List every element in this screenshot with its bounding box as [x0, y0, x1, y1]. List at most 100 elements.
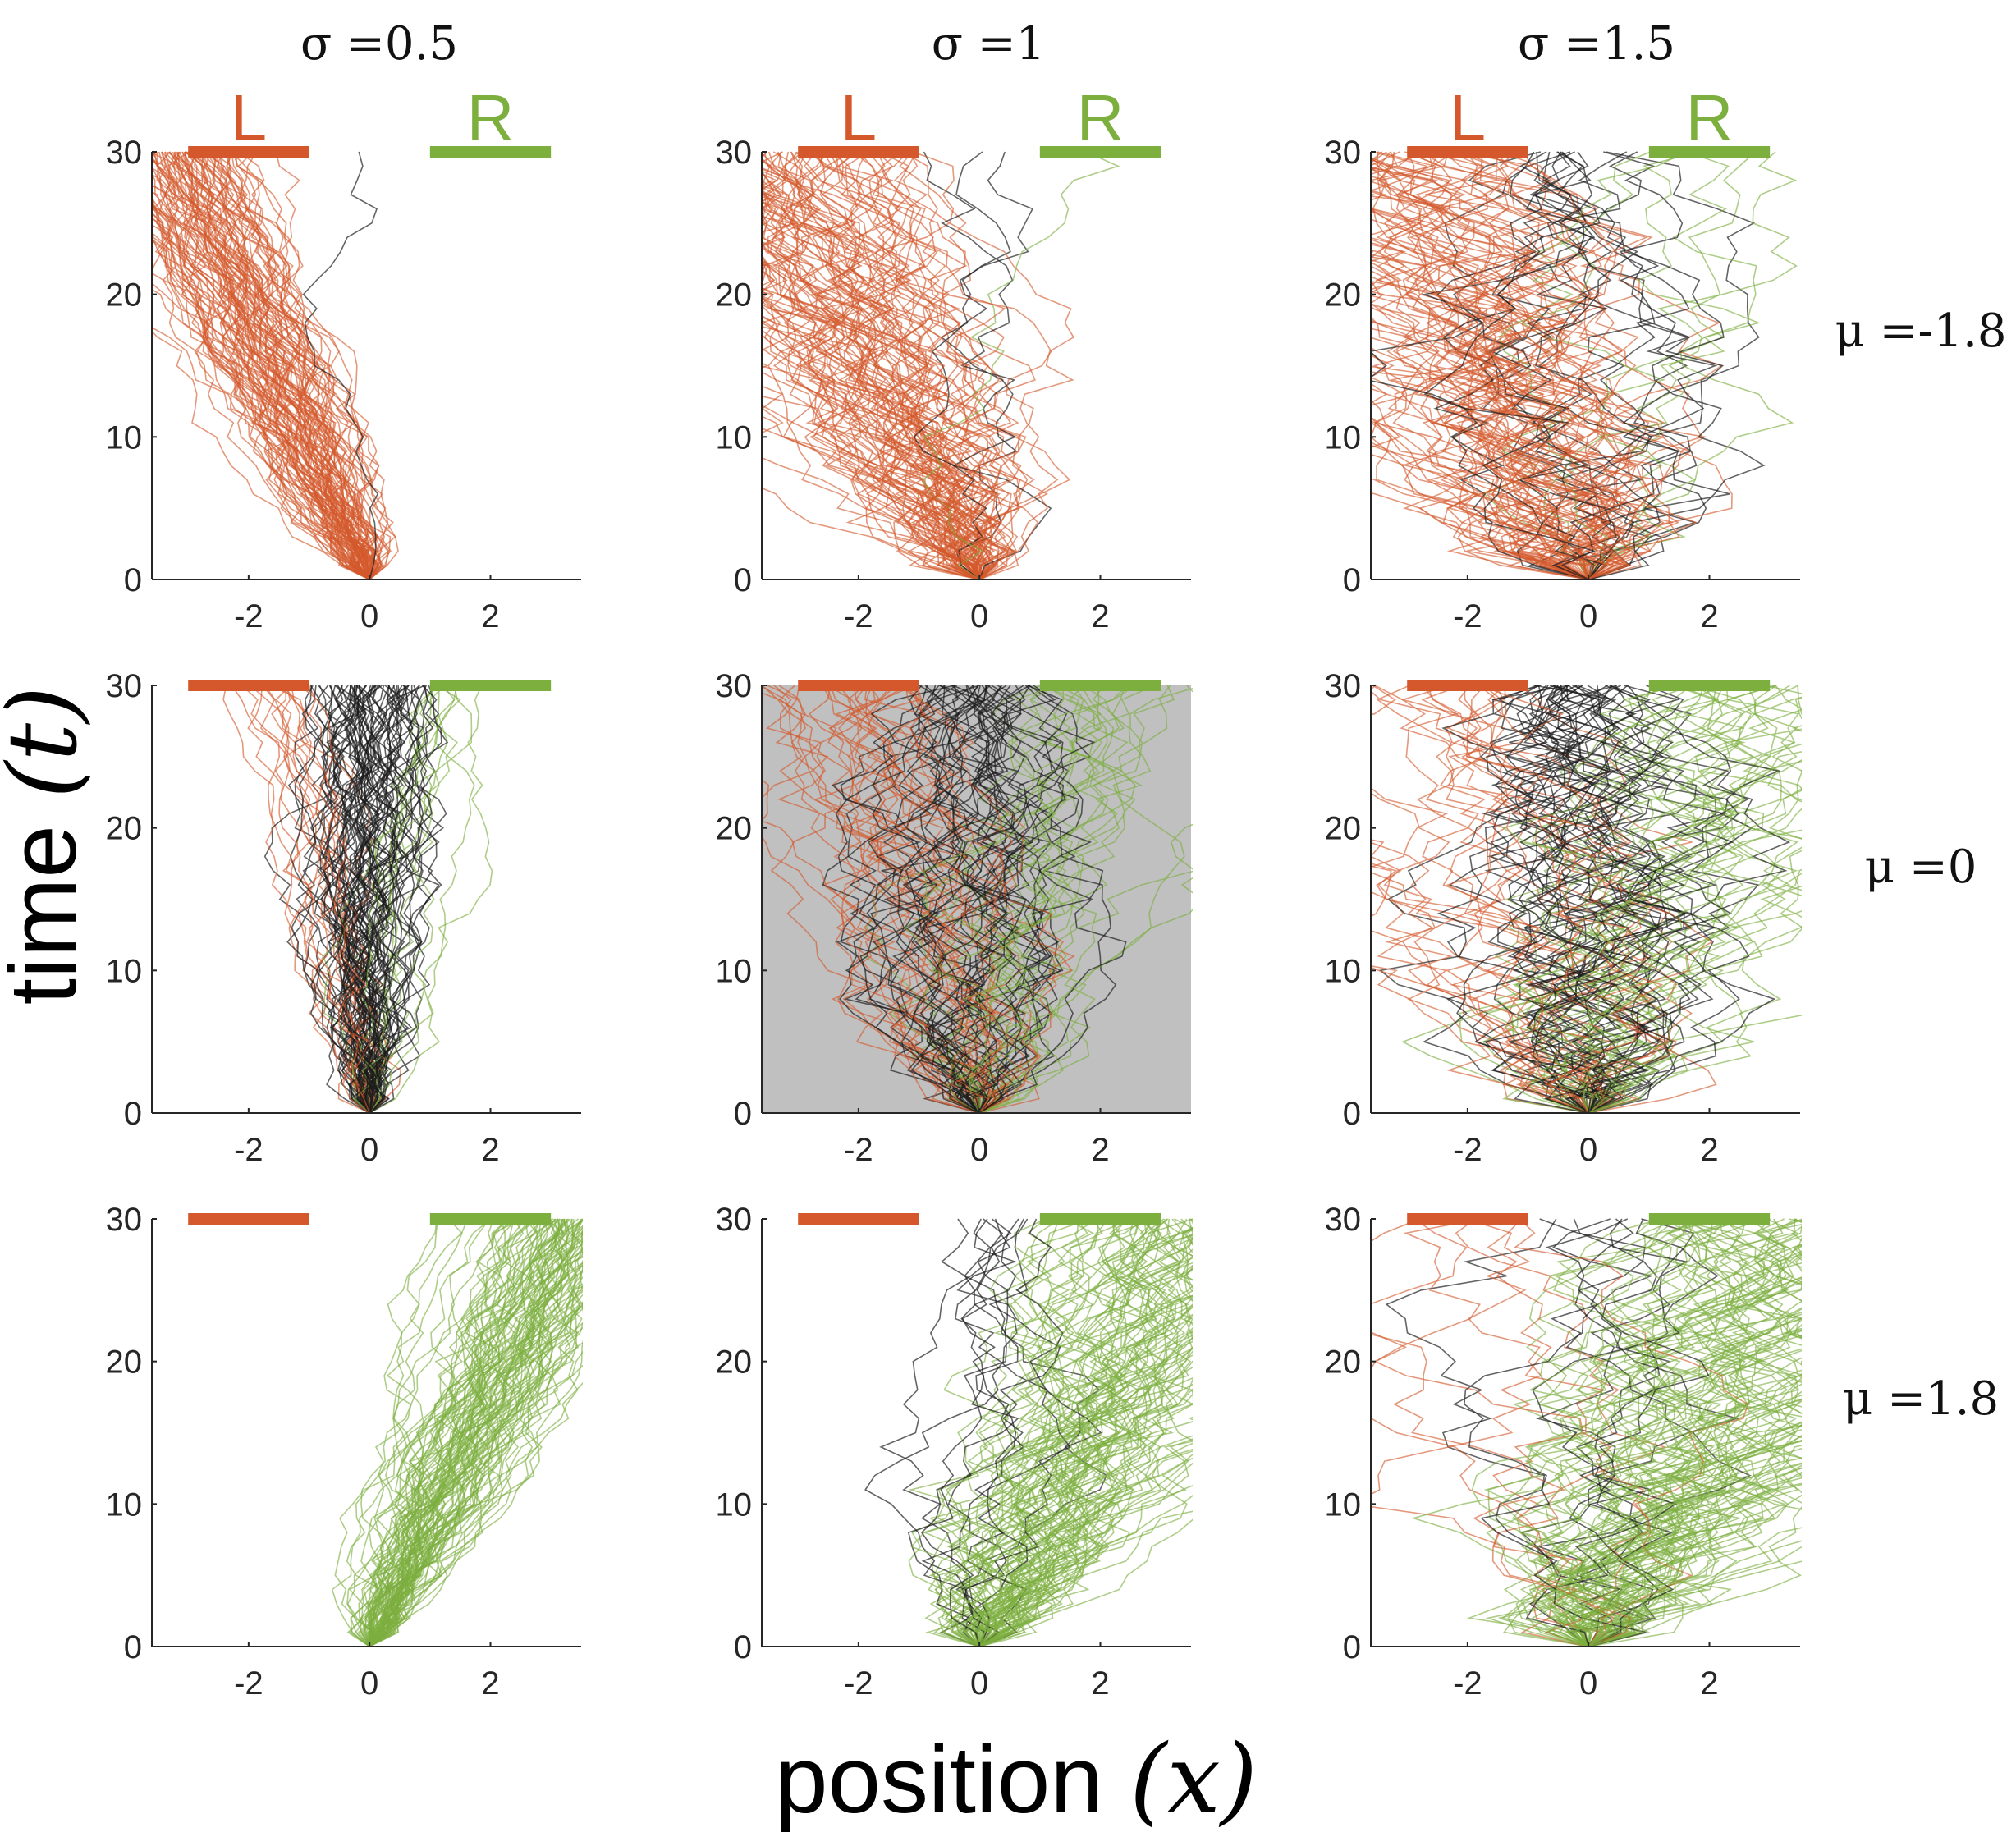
x-tick-label: 2: [1700, 1665, 1718, 1702]
trajectory-right: [978, 685, 1193, 1114]
column-title-sigma-1.5: σ =1.5: [1518, 17, 1675, 71]
trajectory-right: [1588, 1540, 1802, 1647]
trajectory-right: [1588, 1218, 1802, 1647]
right-target-label: R: [467, 81, 515, 154]
x-tick-label: 0: [1579, 1132, 1597, 1168]
trajectory-right: [369, 685, 493, 1114]
trajectory-none: [1423, 151, 1601, 580]
trajectories: [152, 151, 399, 580]
trajectory-right: [978, 1518, 1193, 1647]
trajectory-right: [369, 1326, 583, 1647]
trajectory-left: [185, 151, 384, 580]
trajectory-left: [1371, 256, 1589, 580]
trajectory-left: [152, 207, 370, 580]
trajectories: [1371, 151, 1798, 580]
trajectory-none: [1523, 685, 1680, 1114]
trajectory-none: [1516, 685, 1776, 1114]
trajectory-none: [287, 685, 370, 1114]
trajectory-right: [1527, 685, 1802, 1114]
trajectory-left: [762, 287, 980, 580]
trajectory-right: [358, 685, 461, 1114]
trajectory-none: [1422, 685, 1652, 1114]
y-tick-label: 0: [124, 1096, 142, 1132]
trajectory-right: [1498, 151, 1686, 580]
x-tick-label: -2: [844, 1665, 873, 1702]
trajectory-right: [978, 1495, 1193, 1647]
trajectory-none: [1543, 685, 1666, 1114]
trajectory-left: [762, 236, 980, 580]
trajectory-none: [905, 685, 988, 1114]
trajectory-left: [1377, 151, 1589, 580]
trajectory-left: [791, 685, 1001, 1114]
trajectory-left: [1371, 189, 1589, 580]
y-axis-title: time (t): [0, 686, 99, 1005]
trajectory-left: [1455, 151, 1615, 580]
trajectory-left: [762, 207, 980, 580]
trajectory-right: [365, 1218, 561, 1647]
y-tick-label: 10: [106, 953, 143, 989]
trajectory-left: [762, 415, 980, 580]
trajectory-left: [1396, 151, 1589, 580]
row-labels: μ =-1.8 μ =0 μ =1.8: [1835, 305, 2006, 1426]
trajectory-none: [1519, 151, 1725, 580]
trajectory-right: [369, 1218, 574, 1647]
trajectory-right: [369, 1230, 583, 1647]
trajectory-right: [1588, 1224, 1802, 1647]
trajectory-none: [1524, 685, 1647, 1114]
column-title-sigma-1: σ =1: [932, 17, 1046, 71]
trajectory-left: [851, 151, 1052, 580]
x-tick-label: -2: [1453, 1665, 1482, 1702]
trajectory-right: [910, 1218, 1147, 1647]
trajectory-left: [1371, 218, 1611, 580]
trajectory-right: [904, 685, 1129, 1114]
trajectory-none: [883, 685, 981, 1114]
trajectory-right: [369, 1218, 566, 1647]
trajectory-right: [1582, 697, 1802, 1114]
trajectory-left: [161, 151, 378, 580]
trajectory-right: [369, 1218, 583, 1647]
trajectory-right: [943, 1227, 1193, 1647]
trajectory-right: [974, 1218, 1181, 1647]
trajectory-right: [937, 1218, 1099, 1647]
trajectory-none: [864, 1218, 1029, 1647]
x-tick-label: 2: [1091, 598, 1109, 634]
trajectory-right: [1576, 1372, 1802, 1647]
trajectory-right: [1588, 685, 1802, 1114]
trajectory-right: [1588, 885, 1802, 1114]
row-label-mu-1.8: μ =1.8: [1843, 1372, 1999, 1426]
x-tick-label: 2: [481, 598, 499, 634]
trajectory-left: [762, 158, 980, 580]
x-tick-label: 2: [1091, 1665, 1109, 1702]
trajectory-right: [1570, 1254, 1802, 1647]
trajectory-right: [1588, 685, 1763, 1114]
trajectory-left: [868, 151, 980, 580]
trajectory-right: [364, 685, 459, 1114]
trajectory-left: [768, 151, 1022, 580]
right-target-label: R: [1077, 81, 1125, 154]
trajectory-left: [1371, 193, 1598, 580]
row-label-mu-neg-1.8: μ =-1.8: [1835, 305, 2006, 358]
trajectory-left: [1495, 151, 1644, 580]
trajectory-none: [327, 685, 422, 1114]
panel-r0-c1: 0 10 20 30 -2 0 2 L R: [716, 81, 1191, 634]
trajectory-right: [1560, 685, 1791, 1114]
trajectory-right: [978, 1354, 1193, 1647]
trajectory-right: [978, 685, 1102, 1114]
trajectory-right: [1574, 1218, 1802, 1647]
trajectory-none: [1486, 685, 1716, 1114]
y-tick-label: 10: [106, 419, 143, 456]
trajectory-none: [1588, 685, 1750, 1114]
x-tick-label: -2: [844, 598, 873, 634]
trajectory-left: [778, 685, 980, 1114]
trajectory-left: [1371, 243, 1637, 580]
trajectory-right: [367, 1218, 575, 1647]
trajectory-left: [762, 487, 980, 580]
trajectory-left: [762, 268, 993, 580]
trajectory-none: [286, 685, 373, 1114]
trajectory-left: [1371, 399, 1589, 580]
trajectory-right: [1578, 1312, 1802, 1647]
trajectory-left: [865, 685, 1039, 1114]
y-tick-label: 30: [1325, 1202, 1362, 1238]
panel-r2-c1: 0 10 20 30 -2 0 2: [716, 1202, 1193, 1702]
